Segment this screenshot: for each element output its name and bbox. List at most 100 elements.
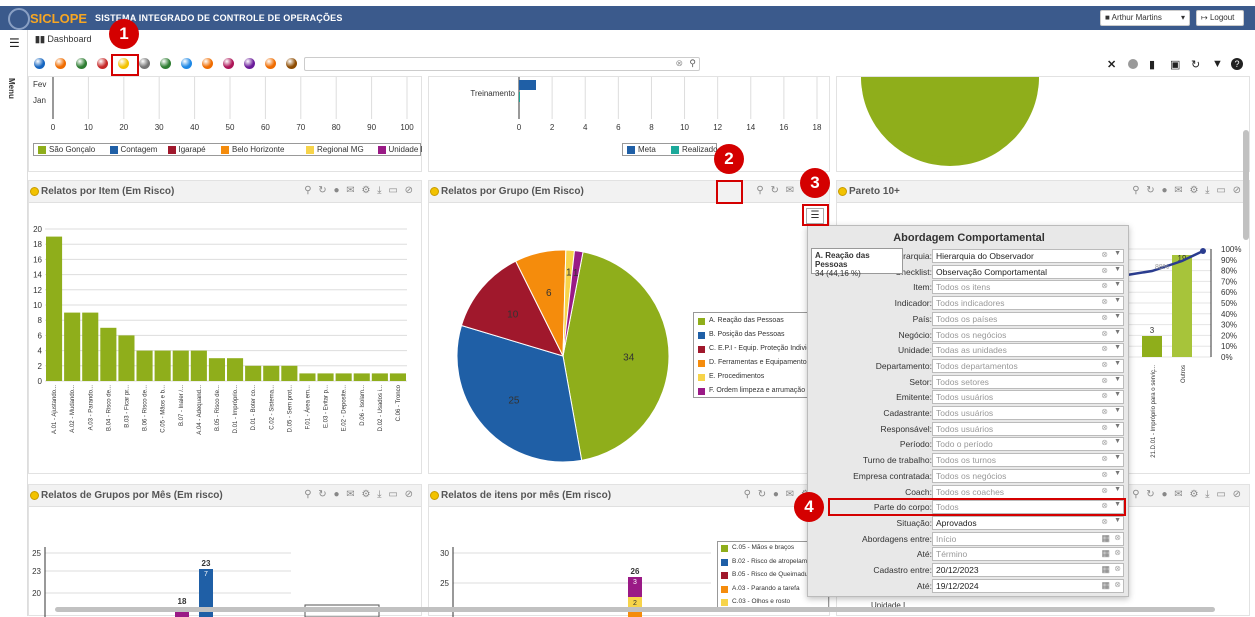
clear-icon[interactable]: ⊗ xyxy=(1101,469,1108,479)
search-icon[interactable]: ⚲ xyxy=(689,58,696,68)
color-filter-dot-11[interactable] xyxy=(265,58,276,69)
chevron-down-icon[interactable]: ▼ xyxy=(1114,297,1121,305)
clear-icon[interactable]: ⊗ xyxy=(1114,564,1121,573)
calendar-icon[interactable]: ▦ xyxy=(1101,579,1110,590)
panel-actions[interactable]: ⚲ ↻ ✉ ⚙ ⤓ xyxy=(756,185,823,196)
color-filter-dot-1[interactable] xyxy=(55,58,66,69)
panel-actions[interactable]: ⚲ ↻ ● ✉ ⚙ ⤓ xyxy=(743,489,823,500)
chevron-down-icon[interactable]: ▼ xyxy=(1114,438,1121,446)
user-menu-button[interactable]: ■ Arthur Martins ▾ xyxy=(1100,10,1190,26)
panel-actions[interactable]: ⚲ ↻ ● ✉ ⚙ ⤓ ▭ ⊘ xyxy=(304,489,415,500)
chevron-down-icon[interactable]: ▼ xyxy=(1114,328,1121,336)
clear-icon[interactable]: ⊗ xyxy=(1101,485,1108,495)
filter-input[interactable]: Todas as unidades xyxy=(932,343,1124,358)
panel-actions[interactable]: ⚲ ↻ ● ✉ ⚙ ⤓ ▭ ⊘ xyxy=(1132,489,1243,500)
filter-input[interactable]: Todos usuários xyxy=(932,421,1124,436)
chevron-down-icon[interactable]: ▼ xyxy=(1114,375,1121,383)
filter-input[interactable]: Todos usuários xyxy=(932,406,1124,420)
clear-icon[interactable]: ⊗ xyxy=(1101,516,1108,526)
filter-icon[interactable]: ▼ xyxy=(1212,58,1223,70)
filter-input[interactable]: Todos os negócios xyxy=(932,468,1124,483)
chevron-down-icon[interactable]: ▼ xyxy=(1114,407,1121,414)
chevron-down-icon[interactable]: ▼ xyxy=(1114,312,1121,320)
chevron-down-icon[interactable]: ▼ xyxy=(1114,501,1121,509)
filter-input[interactable]: 20/12/2023 xyxy=(932,563,1124,577)
clear-icon[interactable]: ⊗ xyxy=(1101,375,1108,385)
filter-input[interactable]: Início xyxy=(932,531,1124,546)
filter-input[interactable]: Término xyxy=(932,547,1124,562)
calendar-icon[interactable]: ▦ xyxy=(1101,564,1110,574)
filter-input[interactable]: Todos os países xyxy=(932,311,1124,326)
clear-icon[interactable]: ⊗ xyxy=(1101,454,1108,464)
color-filter-dot-2[interactable] xyxy=(76,58,87,69)
filter-input[interactable]: Todos os coaches xyxy=(932,484,1124,499)
clear-icon[interactable]: ⊗ xyxy=(675,58,683,68)
refresh-icon[interactable]: ↻ xyxy=(1191,59,1201,71)
clear-icon[interactable]: ⊗ xyxy=(1101,501,1108,511)
close-icon[interactable]: ✕ xyxy=(1107,59,1117,71)
slides-icon[interactable]: ▣ xyxy=(1170,59,1181,71)
filter-input[interactable]: 19/12/2024 xyxy=(932,578,1124,593)
clear-icon[interactable]: ⊗ xyxy=(1101,422,1108,432)
clear-icon[interactable]: ⊗ xyxy=(1101,407,1108,416)
clear-icon[interactable]: ⊗ xyxy=(1101,391,1108,401)
color-filter-dot-12[interactable] xyxy=(286,58,297,69)
filter-input[interactable]: Hierarquia do Observador xyxy=(932,249,1124,263)
clear-icon[interactable]: ⊗ xyxy=(1101,359,1108,369)
logout-button[interactable]: ↦ Logout xyxy=(1196,10,1244,26)
filter-input[interactable]: Todos setores xyxy=(932,374,1124,389)
calendar-icon[interactable]: ▦ xyxy=(1101,548,1110,559)
filter-input[interactable]: Observação Comportamental xyxy=(932,264,1124,279)
vertical-scrollbar[interactable] xyxy=(1243,130,1249,240)
chevron-down-icon[interactable]: ▼ xyxy=(1114,469,1121,477)
color-filter-dot-9[interactable] xyxy=(223,58,234,69)
clear-icon[interactable]: ⊗ xyxy=(1101,328,1108,338)
chevron-down-icon[interactable]: ▼ xyxy=(1114,454,1121,462)
chevron-down-icon[interactable]: ▼ xyxy=(1114,516,1121,524)
bar-chart-icon[interactable]: ▮ xyxy=(1149,59,1156,71)
clear-icon[interactable]: ⊗ xyxy=(1101,312,1108,322)
filter-input[interactable]: Todos usuários xyxy=(932,390,1124,405)
panel-actions[interactable]: ⚲ ↻ ● ✉ ⚙ ⤓ ▭ ⊘ xyxy=(304,185,415,196)
search-input[interactable]: ⊗ ⚲ xyxy=(304,57,700,71)
clear-icon[interactable]: ⊗ xyxy=(1114,548,1121,558)
filter-input[interactable]: Todos xyxy=(932,500,1124,515)
chevron-down-icon[interactable]: ▼ xyxy=(1114,250,1121,257)
color-filter-dot-8[interactable] xyxy=(202,58,213,69)
chevron-down-icon[interactable]: ▼ xyxy=(1114,485,1121,493)
color-filter-dot-6[interactable] xyxy=(160,58,171,69)
color-filter-dot-10[interactable] xyxy=(244,58,255,69)
menu-label[interactable]: Menu xyxy=(7,78,16,99)
filter-input[interactable]: Todo o período xyxy=(932,437,1124,452)
hamburger-menu-button[interactable]: ☰ xyxy=(806,208,824,224)
color-filter-dot-3[interactable] xyxy=(97,58,108,69)
clear-icon[interactable]: ⊗ xyxy=(1101,297,1108,307)
filter-input[interactable]: Aprovados xyxy=(932,515,1124,530)
clear-icon[interactable]: ⊗ xyxy=(1101,438,1108,448)
color-filter-dot-7[interactable] xyxy=(181,58,192,69)
chevron-down-icon[interactable]: ▼ xyxy=(1114,281,1121,289)
chevron-down-icon[interactable]: ▼ xyxy=(1114,359,1121,367)
chevron-down-icon[interactable]: ▼ xyxy=(1114,391,1121,399)
clear-icon[interactable]: ⊗ xyxy=(1101,281,1108,291)
filter-input[interactable]: Todos os negócios xyxy=(932,327,1124,342)
filter-input[interactable]: Todos os turnos xyxy=(932,453,1124,468)
clear-icon[interactable]: ⊗ xyxy=(1101,250,1108,259)
chevron-down-icon[interactable]: ▼ xyxy=(1114,265,1121,273)
clear-icon[interactable]: ⊗ xyxy=(1114,579,1121,589)
clear-icon[interactable]: ⊗ xyxy=(1114,532,1121,542)
clear-icon[interactable]: ⊗ xyxy=(1101,265,1108,275)
horizontal-scrollbar[interactable] xyxy=(55,607,1215,612)
chevron-down-icon[interactable]: ▼ xyxy=(1114,422,1121,430)
filter-input[interactable]: Todos departamentos xyxy=(932,358,1124,373)
color-filter-dot-4[interactable] xyxy=(118,58,129,69)
color-filter-dot-0[interactable] xyxy=(34,58,45,69)
panel-actions[interactable]: ⚲ ↻ ● ✉ ⚙ ⤓ ▭ ⊘ xyxy=(1132,185,1243,196)
breadcrumb-dashboard[interactable]: Dashboard xyxy=(47,34,92,44)
filter-input[interactable]: Todos indicadores xyxy=(932,296,1124,311)
gray-dot-icon[interactable] xyxy=(1128,59,1138,69)
menu-hamburger-icon[interactable]: ☰ xyxy=(9,36,20,50)
chevron-down-icon[interactable]: ▼ xyxy=(1114,344,1121,352)
clear-icon[interactable]: ⊗ xyxy=(1101,344,1108,354)
filter-input[interactable]: Todos os itens xyxy=(932,280,1124,295)
